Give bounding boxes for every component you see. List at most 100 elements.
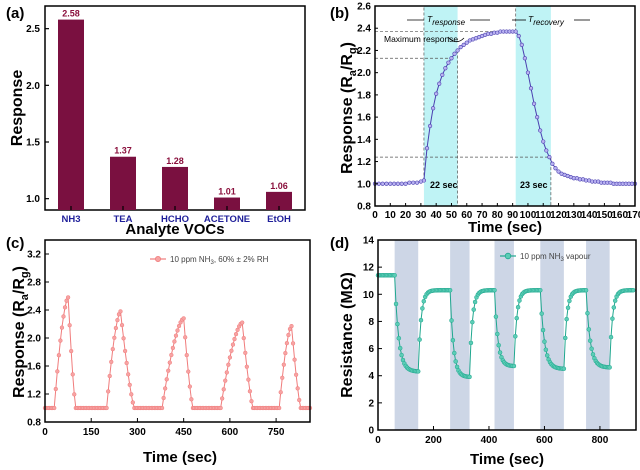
data-point bbox=[184, 352, 189, 358]
data-point bbox=[415, 369, 421, 374]
series-line bbox=[45, 297, 310, 409]
bar bbox=[162, 166, 188, 210]
data-point bbox=[249, 399, 254, 404]
data-point bbox=[538, 128, 543, 133]
data-point bbox=[107, 373, 112, 379]
x-tick-label: 150 bbox=[83, 427, 100, 438]
x-tick-label: 40 bbox=[431, 210, 443, 221]
data-point bbox=[113, 325, 119, 331]
data-point bbox=[450, 337, 456, 343]
data-point bbox=[62, 305, 68, 310]
panel-d-legend-text: 10 ppm NH3 vapour bbox=[520, 252, 591, 263]
y-tick-label: 2.0 bbox=[357, 68, 371, 79]
y-tick-label: 2.4 bbox=[27, 306, 41, 317]
data-point bbox=[292, 357, 297, 362]
bar bbox=[58, 19, 84, 210]
data-point bbox=[472, 299, 478, 305]
data-point bbox=[544, 148, 549, 153]
data-point bbox=[380, 181, 385, 186]
y-tick-label: 1.0 bbox=[26, 194, 40, 205]
data-point bbox=[399, 352, 404, 358]
data-point bbox=[109, 359, 114, 365]
t-response-annotation: Tresponse bbox=[427, 14, 466, 27]
data-point bbox=[395, 321, 400, 327]
data-point bbox=[232, 336, 237, 342]
data-point bbox=[283, 350, 288, 356]
x-tick-label: 140 bbox=[581, 210, 598, 221]
x-tick-label: 70 bbox=[476, 210, 488, 221]
shaded-region bbox=[586, 240, 610, 430]
panel-b-axes: 0 10 20 30 40 50 60 70 80 90 100110120130140150160… bbox=[357, 2, 640, 222]
data-point bbox=[550, 161, 555, 166]
data-point bbox=[493, 314, 499, 319]
data-point bbox=[126, 372, 131, 377]
data-point bbox=[230, 342, 236, 347]
data-point bbox=[421, 298, 427, 304]
data-point bbox=[129, 392, 134, 397]
x-tick-label: 80 bbox=[492, 210, 504, 221]
data-point bbox=[513, 334, 518, 339]
panel-d-label: (d) bbox=[330, 235, 349, 252]
data-point bbox=[608, 334, 614, 340]
data-point bbox=[187, 384, 192, 389]
data-point bbox=[52, 405, 57, 411]
data-point bbox=[424, 146, 430, 151]
data-point bbox=[630, 287, 636, 293]
data-point bbox=[220, 396, 225, 401]
data-point bbox=[393, 301, 399, 307]
data-point bbox=[65, 295, 71, 300]
y-tick-label: 1.6 bbox=[357, 113, 371, 124]
bar-value-label: 2.58 bbox=[62, 9, 80, 19]
data-point bbox=[244, 364, 249, 369]
data-point bbox=[127, 382, 132, 387]
data-point bbox=[227, 355, 233, 360]
data-point bbox=[241, 335, 246, 341]
x-tick-label: 30 bbox=[415, 210, 427, 221]
data-point bbox=[56, 353, 62, 358]
data-point bbox=[278, 390, 283, 395]
panel-b-guide-lines bbox=[375, 6, 552, 206]
data-point bbox=[417, 337, 422, 342]
category-label: TEA bbox=[114, 214, 133, 225]
x-tick-label: 300 bbox=[129, 427, 146, 438]
data-point bbox=[53, 386, 58, 392]
data-point bbox=[612, 298, 618, 303]
category-label: EtOH bbox=[267, 214, 291, 225]
data-point bbox=[110, 346, 115, 352]
bar-value-label: 1.28 bbox=[166, 156, 184, 166]
data-point bbox=[414, 180, 420, 185]
data-point bbox=[55, 369, 60, 374]
data-point bbox=[121, 336, 126, 341]
panel-b-series bbox=[372, 29, 638, 186]
panel-b-shaded-regions bbox=[423, 6, 551, 206]
x-tick-label: 100 bbox=[520, 210, 537, 221]
data-point bbox=[246, 377, 251, 382]
data-point bbox=[587, 338, 593, 343]
data-point bbox=[585, 310, 590, 316]
panel-d-legend: 10 ppm NH3 vapour bbox=[500, 252, 591, 263]
x-tick-label: 110 bbox=[535, 210, 552, 221]
panel-d-frame bbox=[377, 239, 637, 431]
data-point bbox=[495, 331, 500, 337]
data-point bbox=[388, 181, 393, 186]
x-tick-label: 10 bbox=[385, 210, 397, 221]
data-point bbox=[58, 338, 63, 343]
response-time-label: 22 sec bbox=[430, 180, 458, 190]
panel-c-x-axis-title: Time (sec) bbox=[143, 449, 217, 466]
data-point bbox=[556, 169, 561, 174]
data-point bbox=[183, 335, 188, 340]
data-point bbox=[446, 60, 451, 65]
data-point bbox=[525, 70, 531, 75]
data-point bbox=[247, 389, 253, 394]
shaded-region bbox=[540, 240, 564, 430]
data-point bbox=[589, 346, 594, 351]
data-point bbox=[286, 332, 291, 338]
data-point bbox=[464, 40, 469, 45]
data-point bbox=[403, 181, 408, 186]
data-point bbox=[563, 335, 568, 341]
y-tick-label: 1.4 bbox=[357, 135, 371, 146]
data-point bbox=[175, 328, 180, 333]
data-point bbox=[159, 405, 165, 411]
data-point bbox=[553, 166, 558, 171]
recovery-time-label: 23 sec bbox=[520, 180, 548, 190]
